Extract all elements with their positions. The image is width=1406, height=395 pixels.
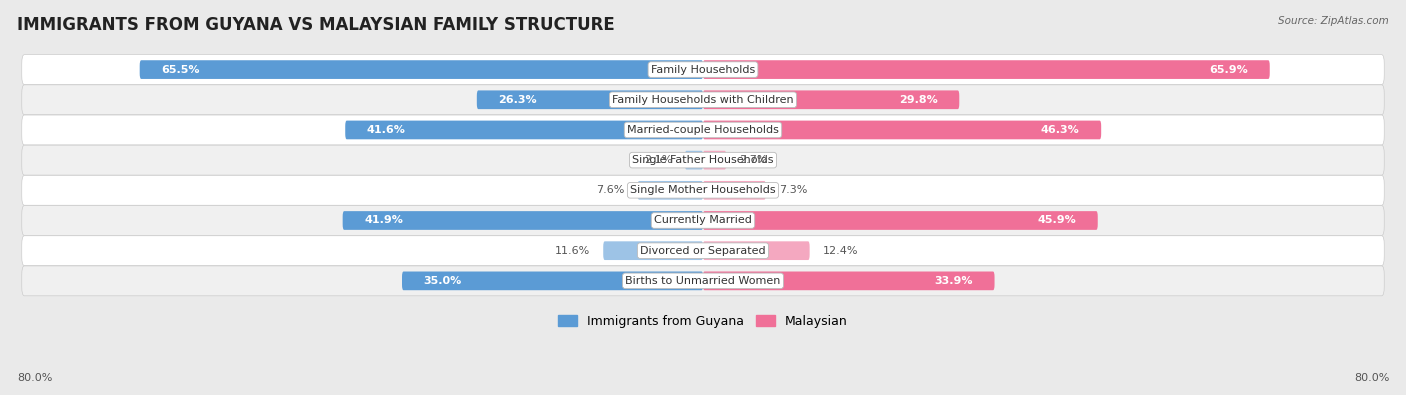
Text: 80.0%: 80.0%: [1354, 373, 1389, 383]
FancyBboxPatch shape: [21, 145, 1385, 175]
Text: Family Households with Children: Family Households with Children: [612, 95, 794, 105]
FancyBboxPatch shape: [703, 181, 766, 200]
FancyBboxPatch shape: [703, 90, 959, 109]
Text: 11.6%: 11.6%: [555, 246, 591, 256]
Text: Divorced or Separated: Divorced or Separated: [640, 246, 766, 256]
Text: 80.0%: 80.0%: [17, 373, 52, 383]
Text: Births to Unmarried Women: Births to Unmarried Women: [626, 276, 780, 286]
Text: 45.9%: 45.9%: [1038, 216, 1076, 226]
FancyBboxPatch shape: [21, 175, 1385, 205]
Text: 46.3%: 46.3%: [1040, 125, 1080, 135]
FancyBboxPatch shape: [21, 115, 1385, 145]
Text: 35.0%: 35.0%: [423, 276, 461, 286]
Text: 12.4%: 12.4%: [823, 246, 858, 256]
FancyBboxPatch shape: [21, 236, 1385, 265]
Text: Source: ZipAtlas.com: Source: ZipAtlas.com: [1278, 16, 1389, 26]
FancyBboxPatch shape: [139, 60, 703, 79]
Text: 26.3%: 26.3%: [498, 95, 537, 105]
Text: 29.8%: 29.8%: [898, 95, 938, 105]
Text: Family Households: Family Households: [651, 65, 755, 75]
FancyBboxPatch shape: [703, 60, 1270, 79]
Text: 41.9%: 41.9%: [364, 216, 404, 226]
FancyBboxPatch shape: [21, 85, 1385, 115]
Text: 7.6%: 7.6%: [596, 185, 624, 195]
Text: Single Father Households: Single Father Households: [633, 155, 773, 165]
Text: 41.6%: 41.6%: [367, 125, 405, 135]
FancyBboxPatch shape: [703, 241, 810, 260]
FancyBboxPatch shape: [21, 55, 1385, 85]
FancyBboxPatch shape: [477, 90, 703, 109]
FancyBboxPatch shape: [703, 211, 1098, 230]
Text: Single Mother Households: Single Mother Households: [630, 185, 776, 195]
FancyBboxPatch shape: [638, 181, 703, 200]
FancyBboxPatch shape: [703, 151, 727, 169]
Text: 65.5%: 65.5%: [162, 65, 200, 75]
Text: 2.7%: 2.7%: [740, 155, 768, 165]
Text: 65.9%: 65.9%: [1209, 65, 1249, 75]
FancyBboxPatch shape: [703, 120, 1101, 139]
FancyBboxPatch shape: [685, 151, 703, 169]
Text: 7.3%: 7.3%: [779, 185, 807, 195]
FancyBboxPatch shape: [703, 271, 994, 290]
Text: Currently Married: Currently Married: [654, 216, 752, 226]
Text: 33.9%: 33.9%: [935, 276, 973, 286]
FancyBboxPatch shape: [603, 241, 703, 260]
Text: Married-couple Households: Married-couple Households: [627, 125, 779, 135]
FancyBboxPatch shape: [343, 211, 703, 230]
Legend: Immigrants from Guyana, Malaysian: Immigrants from Guyana, Malaysian: [553, 310, 853, 333]
FancyBboxPatch shape: [21, 266, 1385, 296]
FancyBboxPatch shape: [402, 271, 703, 290]
Text: IMMIGRANTS FROM GUYANA VS MALAYSIAN FAMILY STRUCTURE: IMMIGRANTS FROM GUYANA VS MALAYSIAN FAMI…: [17, 16, 614, 34]
Text: 2.1%: 2.1%: [644, 155, 672, 165]
FancyBboxPatch shape: [346, 120, 703, 139]
FancyBboxPatch shape: [21, 205, 1385, 235]
